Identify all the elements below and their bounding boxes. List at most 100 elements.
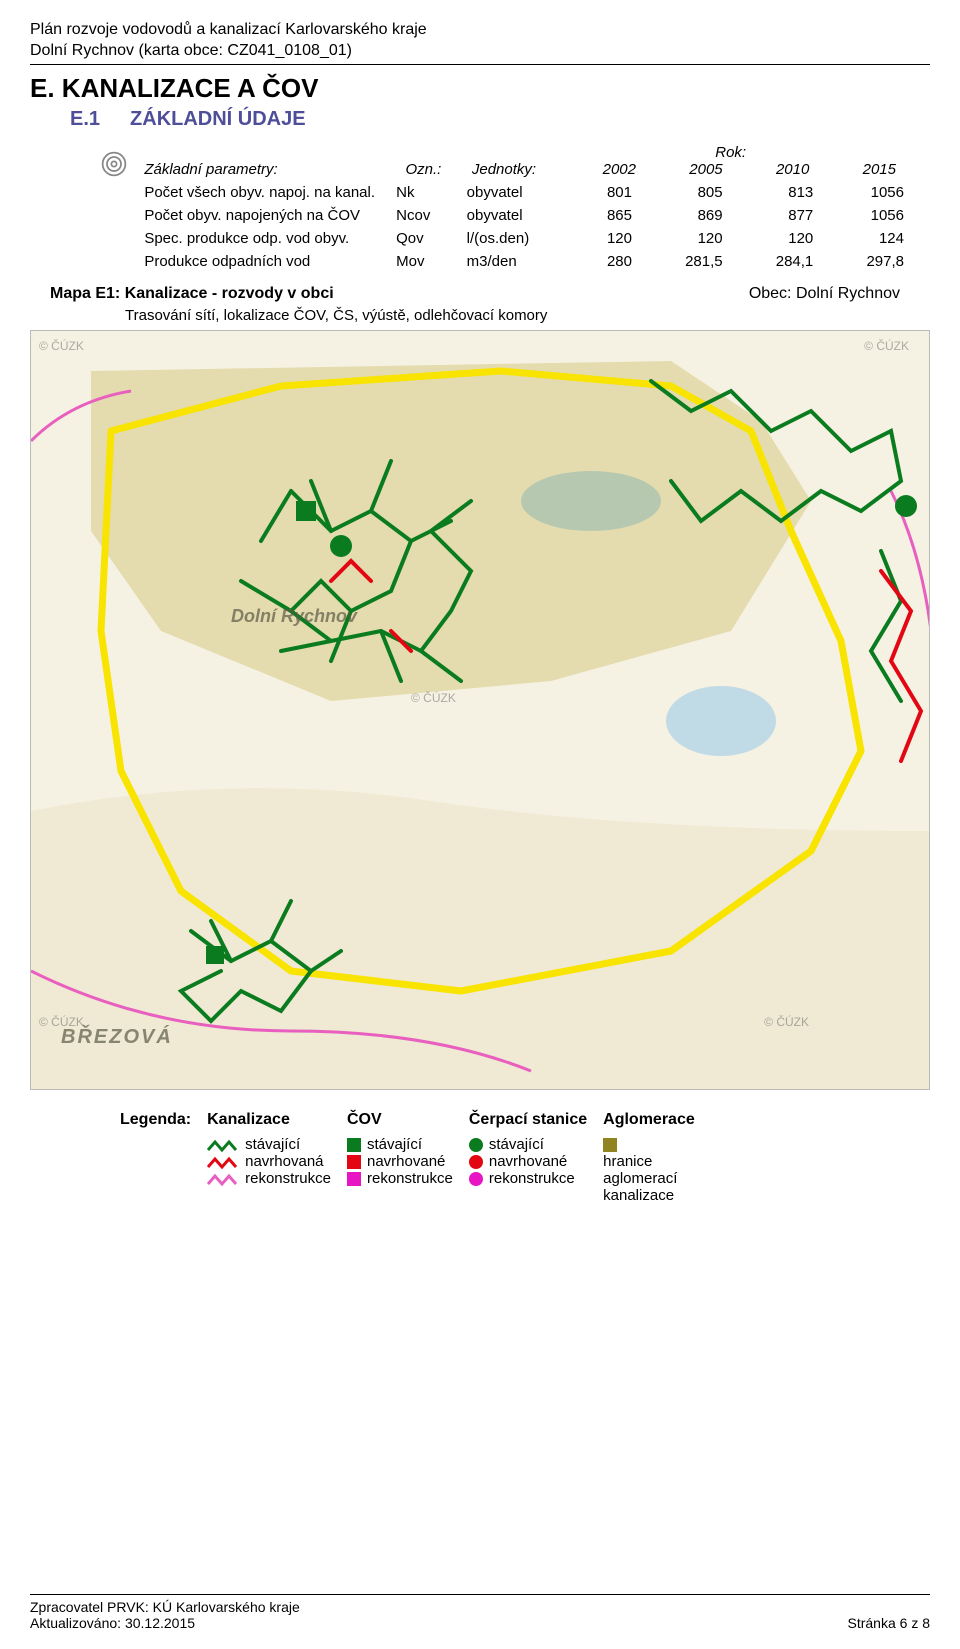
param-label: Počet všech obyv. napoj. na kanal. bbox=[136, 181, 388, 204]
param-val: 120 bbox=[549, 227, 640, 250]
legend-col-cerp: Čerpací stanice bbox=[469, 1108, 603, 1133]
town-label: Dolní Rychnov bbox=[231, 606, 357, 627]
footer-updated: Aktualizováno: 30.12.2015 bbox=[30, 1615, 300, 1631]
parameters-table: Základní parametry: Ozn.: Jednotky: Rok:… bbox=[92, 141, 912, 273]
year-0: 2002 bbox=[557, 161, 644, 178]
year-1: 2005 bbox=[644, 161, 731, 178]
legend-swatch-aglom bbox=[603, 1138, 617, 1152]
map-obec: Obec: Dolní Rychnov bbox=[749, 285, 900, 303]
legend-line-icon bbox=[207, 1156, 241, 1168]
legend-aglom-text: hranice aglomerací kanalizace bbox=[603, 1153, 703, 1204]
table-row: Počet obyv. napojených na ČOV Ncov obyva… bbox=[92, 204, 912, 227]
table-row: Spec. produkce odp. vod obyv. Qov l/(os.… bbox=[92, 227, 912, 250]
legend-label: navrhované bbox=[367, 1153, 445, 1170]
watermark: © ČÚZK bbox=[411, 691, 456, 705]
map-heading: Mapa E1: Kanalizace - rozvody v obci Obe… bbox=[50, 285, 930, 303]
param-unit: l/(os.den) bbox=[459, 227, 550, 250]
params-ozn-head: Ozn.: bbox=[388, 141, 459, 181]
legend-item: rekonstrukce bbox=[207, 1170, 331, 1187]
param-ozn: Ncov bbox=[388, 204, 459, 227]
param-val: 120 bbox=[731, 227, 822, 250]
param-val: 280 bbox=[549, 250, 640, 273]
map-title: Kanalizace - rozvody v obci bbox=[125, 285, 334, 302]
legend-item: navrhované bbox=[469, 1153, 587, 1170]
watermark: © ČÚZK bbox=[864, 339, 909, 353]
param-val: 124 bbox=[821, 227, 912, 250]
footer-page: Stránka 6 z 8 bbox=[848, 1615, 931, 1631]
param-val: 877 bbox=[731, 204, 822, 227]
table-row: Produkce odpadních vod Mov m3/den 280 28… bbox=[92, 250, 912, 273]
param-val: 813 bbox=[731, 181, 822, 204]
parameters-table-wrap: Základní parametry: Ozn.: Jednotky: Rok:… bbox=[92, 141, 930, 273]
params-unit-head: Jednotky: bbox=[459, 141, 550, 181]
legend-dot-icon bbox=[469, 1138, 483, 1152]
param-ozn: Nk bbox=[388, 181, 459, 204]
param-val: 865 bbox=[549, 204, 640, 227]
target-icon bbox=[100, 150, 128, 178]
legend-dot-icon bbox=[469, 1172, 483, 1186]
param-val: 297,8 bbox=[821, 250, 912, 273]
legend-label: rekonstrukce bbox=[367, 1170, 453, 1187]
legend-item: rekonstrukce bbox=[469, 1170, 587, 1187]
legend-line-icon bbox=[207, 1139, 241, 1151]
param-val: 1056 bbox=[821, 181, 912, 204]
watermark: © ČÚZK bbox=[764, 1015, 809, 1029]
params-year-head: Rok: bbox=[557, 144, 904, 161]
doc-header: Plán rozvoje vodovodů a kanalizací Karlo… bbox=[30, 20, 930, 65]
legend-item: stávající bbox=[207, 1136, 331, 1153]
legend-label: stávající bbox=[489, 1136, 544, 1153]
legend-label: stávající bbox=[367, 1136, 422, 1153]
param-val: 120 bbox=[640, 227, 731, 250]
param-unit: m3/den bbox=[459, 250, 550, 273]
legend-label: navrhovaná bbox=[245, 1153, 323, 1170]
legend-item: navrhovaná bbox=[207, 1153, 331, 1170]
param-val: 801 bbox=[549, 181, 640, 204]
year-3: 2015 bbox=[817, 161, 904, 178]
legend-col-cov: ČOV bbox=[347, 1108, 469, 1133]
param-label: Produkce odpadních vod bbox=[136, 250, 388, 273]
param-val: 1056 bbox=[821, 204, 912, 227]
param-val: 284,1 bbox=[731, 250, 822, 273]
legend-label: stávající bbox=[245, 1136, 300, 1153]
params-heading: Základní parametry: bbox=[136, 141, 388, 181]
param-label: Počet obyv. napojených na ČOV bbox=[136, 204, 388, 227]
map-canvas: © ČÚZK © ČÚZK © ČÚZK © ČÚZK © ČÚZK Dolní… bbox=[30, 330, 930, 1090]
param-unit: obyvatel bbox=[459, 181, 550, 204]
legend-label: navrhované bbox=[489, 1153, 567, 1170]
legend-col-aglom: Aglomerace bbox=[603, 1108, 733, 1133]
legend-item: rekonstrukce bbox=[347, 1170, 453, 1187]
legend-head: Legenda: bbox=[120, 1108, 207, 1133]
watermark: © ČÚZK bbox=[39, 339, 84, 353]
param-label: Spec. produkce odp. vod obyv. bbox=[136, 227, 388, 250]
legend-label: rekonstrukce bbox=[489, 1170, 575, 1187]
legend-item: navrhované bbox=[347, 1153, 453, 1170]
page-footer: Zpracovatel PRVK: KÚ Karlovarského kraje… bbox=[30, 1594, 930, 1631]
param-ozn: Mov bbox=[388, 250, 459, 273]
subsection-title: ZÁKLADNÍ ÚDAJE bbox=[130, 108, 306, 131]
legend-square-icon bbox=[347, 1172, 361, 1186]
legend-label: rekonstrukce bbox=[245, 1170, 331, 1187]
param-ozn: Qov bbox=[388, 227, 459, 250]
param-val: 805 bbox=[640, 181, 731, 204]
legend: Legenda: Kanalizace ČOV Čerpací stanice … bbox=[120, 1108, 930, 1207]
town-label: BŘEZOVÁ bbox=[61, 1026, 173, 1049]
legend-col-kanal: Kanalizace bbox=[207, 1108, 347, 1133]
legend-square-icon bbox=[347, 1138, 361, 1152]
map-subtitle: Trasování sítí, lokalizace ČOV, ČS, výús… bbox=[125, 307, 930, 324]
section-title: E. KANALIZACE A ČOV bbox=[30, 73, 930, 104]
legend-square-icon bbox=[347, 1155, 361, 1169]
header-line-1: Plán rozvoje vodovodů a kanalizací Karlo… bbox=[30, 20, 930, 41]
legend-item: stávající bbox=[347, 1136, 453, 1153]
param-val: 281,5 bbox=[640, 250, 731, 273]
subsection-number: E.1 bbox=[70, 108, 100, 131]
legend-dot-icon bbox=[469, 1155, 483, 1169]
legend-item: stávající bbox=[469, 1136, 587, 1153]
subsection-heading: E.1 ZÁKLADNÍ ÚDAJE bbox=[70, 108, 930, 131]
param-unit: obyvatel bbox=[459, 204, 550, 227]
param-val: 869 bbox=[640, 204, 731, 227]
table-row: Počet všech obyv. napoj. na kanal. Nk ob… bbox=[92, 181, 912, 204]
legend-line-icon bbox=[207, 1173, 241, 1185]
header-line-2: Dolní Rychnov (karta obce: CZ041_0108_01… bbox=[30, 41, 930, 62]
year-2: 2010 bbox=[731, 161, 818, 178]
map-lead: Mapa E1: bbox=[50, 285, 120, 302]
